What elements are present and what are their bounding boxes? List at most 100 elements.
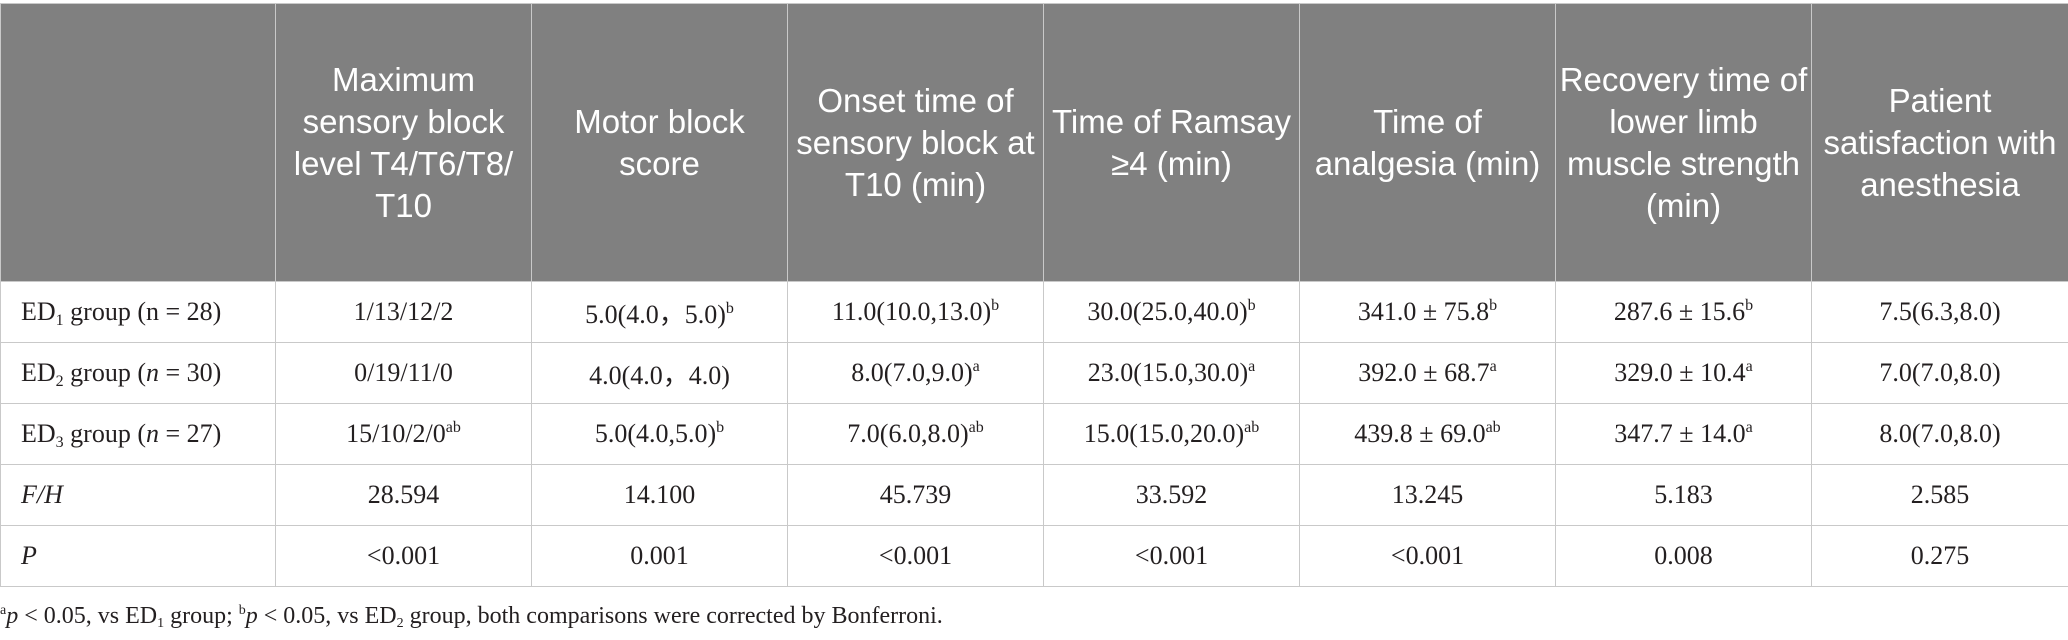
header-cell-empty <box>0 3 276 282</box>
footnote-sub-a: 1 <box>157 616 165 631</box>
row-label-italic-n: n <box>146 419 159 448</box>
row-label-prefix: ED <box>21 358 56 387</box>
table-cell: 347.7 ± 14.0a <box>1555 403 1812 465</box>
row-label-italic-n: n <box>146 358 159 387</box>
footnote-mark-a: a <box>0 603 7 618</box>
row-label-count: = 30) <box>159 358 222 387</box>
cell-value: 392.0 ± 68.7 <box>1358 358 1490 387</box>
table-cell: 8.0(7.0,8.0) <box>1811 403 2068 465</box>
cell-value: 15/10/2/0 <box>346 419 446 448</box>
row-label-ed3: ED3 group (n = 27) <box>0 403 276 465</box>
table-row: F/H 28.594 14.100 45.739 33.592 13.245 5… <box>0 464 2068 526</box>
cell-superscript: a <box>1745 358 1753 375</box>
header-cell-sensory-block-level: Maximum sensory block level T4/T6/T8/ T1… <box>275 3 532 282</box>
table-cell: 45.739 <box>787 464 1044 526</box>
footnote-p-a: p <box>6 603 19 629</box>
table-cell: 14.100 <box>531 464 788 526</box>
cell-value: 7.0(7.0,8.0) <box>1879 358 2001 387</box>
table-cell: 287.6 ± 15.6b <box>1555 281 1812 343</box>
cell-superscript: a <box>1489 358 1497 375</box>
table-cell: 341.0 ± 75.8b <box>1299 281 1556 343</box>
cell-superscript: a <box>972 358 980 375</box>
footnote-mark-b: b <box>238 603 246 618</box>
table-cell: 23.0(15.0,30.0)a <box>1043 342 1300 404</box>
header-cell-onset-time: Onset time of sensory block at T10 (min) <box>787 3 1044 282</box>
row-label-f-h: F/H <box>0 464 276 526</box>
cell-superscript: a <box>1745 419 1753 436</box>
footnote-tail-a: group; <box>164 603 239 629</box>
table-cell: 329.0 ± 10.4a <box>1555 342 1812 404</box>
results-table: Maximum sensory block level T4/T6/T8/ T1… <box>0 3 2068 587</box>
footnote-p-b: p <box>245 603 258 629</box>
row-label-suffix: group ( <box>63 419 146 448</box>
table-cell: 439.8 ± 69.0ab <box>1299 403 1556 465</box>
row-label-subscript: 3 <box>55 434 64 451</box>
row-label-subscript: 1 <box>55 312 64 329</box>
cell-value: 1/13/12/2 <box>353 297 454 326</box>
cell-value: 7.5(6.3,8.0) <box>1879 297 2001 326</box>
row-label-count: = 27) <box>159 419 222 448</box>
table-cell: 0.001 <box>531 525 788 587</box>
row-label-suffix: group ( <box>63 358 146 387</box>
footnote-tail-b: group, both comparisons were corrected b… <box>403 603 943 629</box>
cell-value: 23.0(15.0,30.0) <box>1087 358 1249 387</box>
table-cell: 11.0(10.0,13.0)b <box>787 281 1044 343</box>
footnote-sub-b: 2 <box>396 616 404 631</box>
cell-value: 0/19/11/0 <box>354 358 453 387</box>
cell-superscript: ab <box>1244 419 1260 436</box>
table-cell: 15/10/2/0ab <box>275 403 532 465</box>
cell-value: 15.0(15.0,20.0) <box>1083 419 1245 448</box>
cell-value: 11.0(10.0,13.0) <box>831 297 992 326</box>
row-label-ed1: ED1 group (n = 28) <box>0 281 276 343</box>
cell-value: 30.0(25.0,40.0) <box>1087 297 1248 326</box>
table-cell: 7.0(7.0,8.0) <box>1811 342 2068 404</box>
table-cell: 33.592 <box>1043 464 1300 526</box>
header-cell-recovery-time: Recovery time of lower limb muscle stren… <box>1555 3 1812 282</box>
cell-superscript: b <box>1247 297 1256 314</box>
cell-superscript: ab <box>968 419 984 436</box>
table-cell: 15.0(15.0,20.0)ab <box>1043 403 1300 465</box>
table-cell: 4.0(4.0，4.0) <box>531 342 788 404</box>
header-cell-ramsay-time: Time of Ramsay ≥4 (min) <box>1043 3 1300 282</box>
table-cell: <0.001 <box>1043 525 1300 587</box>
cell-value: 439.8 ± 69.0 <box>1354 419 1486 448</box>
cell-superscript: b <box>716 419 725 436</box>
table-row: ED2 group (n = 30) 0/19/11/0 4.0(4.0，4.0… <box>0 342 2068 404</box>
cell-superscript: ab <box>445 419 461 436</box>
cell-superscript: b <box>991 297 1000 314</box>
cell-value: 5.0(4.0，5.0) <box>585 299 726 329</box>
cell-superscript: b <box>725 299 734 317</box>
footnote-text-b: < 0.05, vs ED <box>257 603 397 629</box>
table-cell: <0.001 <box>275 525 532 587</box>
table-cell: 5.0(4.0,5.0)b <box>531 403 788 465</box>
row-label-p: P <box>0 525 276 587</box>
table-row: ED1 group (n = 28) 1/13/12/2 5.0(4.0，5.0… <box>0 281 2068 343</box>
table-cell: 28.594 <box>275 464 532 526</box>
table-cell: 8.0(7.0,9.0)a <box>787 342 1044 404</box>
cell-value: 329.0 ± 10.4 <box>1614 358 1746 387</box>
cell-value: 8.0(7.0,9.0) <box>851 358 973 387</box>
table-cell: <0.001 <box>787 525 1044 587</box>
table-cell: 1/13/12/2 <box>275 281 532 343</box>
row-label-suffix: group (n = 28) <box>63 297 222 326</box>
table-row: ED3 group (n = 27) 15/10/2/0ab 5.0(4.0,5… <box>0 403 2068 465</box>
cell-superscript: b <box>1489 297 1498 314</box>
table-cell: 30.0(25.0,40.0)b <box>1043 281 1300 343</box>
row-label-prefix: ED <box>21 297 56 326</box>
cell-value: 287.6 ± 15.6 <box>1613 297 1746 326</box>
table-cell: 0/19/11/0 <box>275 342 532 404</box>
table-cell: <0.001 <box>1299 525 1556 587</box>
cell-superscript: b <box>1745 297 1754 314</box>
cell-value: 4.0(4.0，4.0) <box>589 360 730 390</box>
row-label-ed2: ED2 group (n = 30) <box>0 342 276 404</box>
row-label-prefix: ED <box>21 419 56 448</box>
cell-value: 8.0(7.0,8.0) <box>1879 419 2001 448</box>
header-cell-motor-block-score: Motor block score <box>531 3 788 282</box>
row-label-subscript: 2 <box>55 373 64 390</box>
cell-value: 347.7 ± 14.0 <box>1614 419 1746 448</box>
cell-value: 5.0(4.0,5.0) <box>594 419 717 448</box>
table-header: Maximum sensory block level T4/T6/T8/ T1… <box>0 3 2068 282</box>
table-row: P <0.001 0.001 <0.001 <0.001 <0.001 0.00… <box>0 525 2068 587</box>
cell-superscript: ab <box>1485 419 1501 436</box>
table-cell: 5.183 <box>1555 464 1812 526</box>
